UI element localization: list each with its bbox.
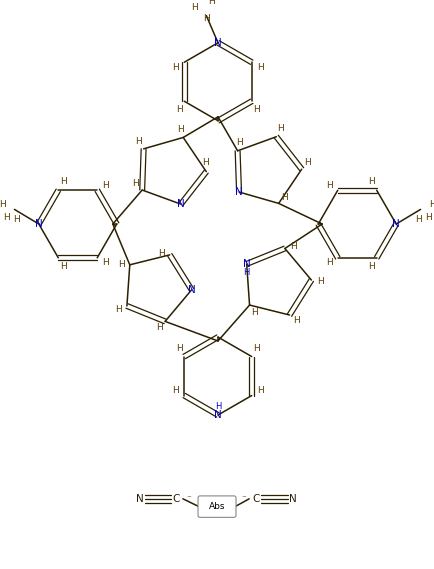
Text: H: H — [132, 179, 139, 188]
Text: H: H — [368, 178, 375, 186]
Text: ⁻: ⁻ — [186, 494, 191, 504]
Text: N: N — [391, 219, 399, 229]
Text: H: H — [276, 124, 283, 133]
Text: H: H — [293, 316, 299, 325]
Text: N: N — [235, 187, 242, 197]
Text: H: H — [414, 215, 421, 224]
Text: H: H — [0, 200, 6, 209]
Text: H: H — [102, 181, 109, 190]
Text: H: H — [253, 105, 260, 114]
Text: H: H — [428, 200, 434, 209]
Text: H: H — [256, 386, 263, 395]
Text: H: H — [303, 158, 310, 167]
Text: N: N — [289, 494, 296, 504]
Text: H: H — [207, 0, 214, 6]
Text: H: H — [191, 3, 197, 12]
Text: H: H — [158, 249, 164, 258]
Text: H: H — [368, 262, 375, 271]
Text: H: H — [155, 323, 162, 332]
Text: H: H — [176, 105, 182, 114]
Text: H: H — [59, 178, 66, 186]
Text: N: N — [177, 199, 184, 209]
Text: C: C — [252, 494, 259, 504]
Text: H: H — [177, 125, 184, 134]
Text: ⁻: ⁻ — [240, 494, 245, 504]
Text: N: N — [136, 494, 144, 504]
Text: H: H — [325, 258, 332, 267]
Text: H: H — [102, 258, 109, 267]
Text: N: N — [187, 285, 195, 295]
Text: H: H — [201, 158, 208, 167]
Text: H: H — [172, 63, 179, 72]
Text: H: H — [281, 193, 288, 202]
Text: N: N — [214, 38, 221, 48]
Text: H: H — [3, 213, 10, 222]
Text: H: H — [235, 138, 242, 147]
Text: H: H — [176, 344, 182, 353]
Text: H: H — [59, 262, 66, 271]
Text: H: H — [214, 402, 220, 411]
FancyBboxPatch shape — [197, 496, 236, 517]
Text: H: H — [243, 268, 249, 277]
Text: H: H — [13, 215, 20, 224]
Text: N: N — [35, 219, 43, 229]
Text: H: H — [325, 181, 332, 190]
Text: H: H — [253, 344, 260, 353]
Text: H: H — [202, 14, 209, 23]
Text: N: N — [242, 259, 250, 269]
Text: H: H — [316, 277, 322, 286]
Text: H: H — [172, 386, 179, 395]
Text: C: C — [172, 494, 179, 504]
Text: H: H — [256, 63, 263, 72]
Text: H: H — [424, 213, 431, 222]
Text: H: H — [115, 305, 122, 314]
Text: H: H — [251, 308, 258, 316]
Text: N: N — [214, 410, 221, 420]
Text: H: H — [289, 242, 296, 251]
Text: H: H — [135, 137, 142, 146]
Text: H: H — [117, 261, 124, 270]
Text: Abs: Abs — [208, 502, 225, 511]
